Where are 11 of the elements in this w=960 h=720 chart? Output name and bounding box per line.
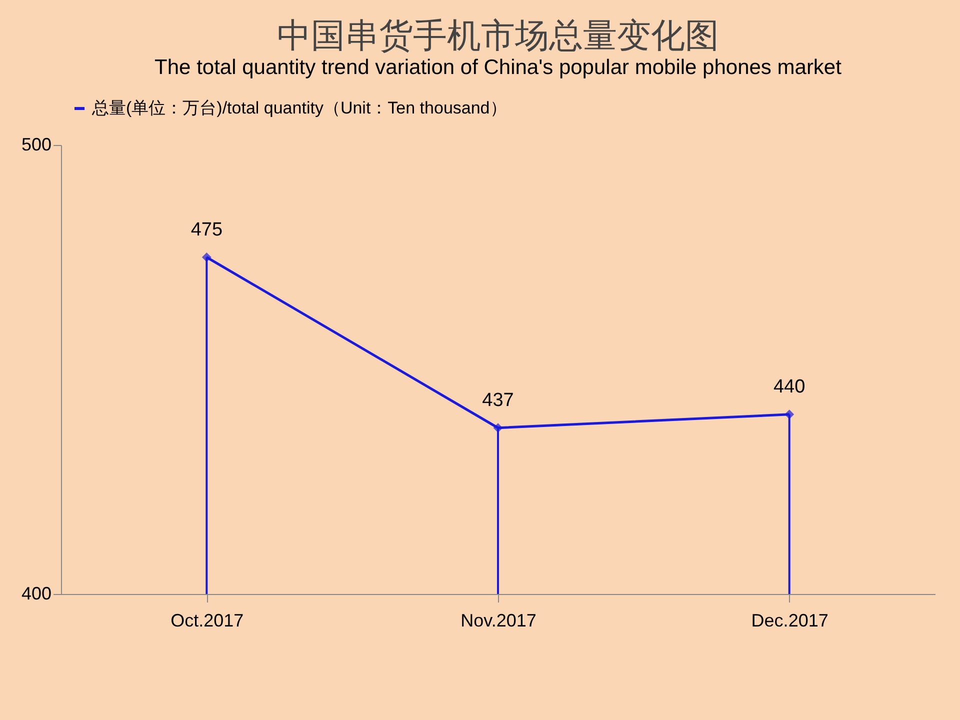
data-label: 475 xyxy=(190,219,223,240)
y-tick-label: 500 xyxy=(21,134,52,154)
x-tick-label: Nov.2017 xyxy=(460,610,536,630)
legend-label: 总量(单位：万台)/total quantity（Unit：Ten thousand） xyxy=(91,98,507,118)
x-tick-label: Dec.2017 xyxy=(751,610,828,630)
y-tick-label: 400 xyxy=(21,584,52,604)
data-label: 440 xyxy=(773,376,806,398)
data-label: 437 xyxy=(482,390,514,411)
chart-subtitle: The total quantity trend variation of China's popular mobile phones market xyxy=(154,56,842,79)
chart-title: 中国串货手机市场总量变化图 xyxy=(277,17,719,55)
x-tick-label: Oct.2017 xyxy=(170,610,244,630)
